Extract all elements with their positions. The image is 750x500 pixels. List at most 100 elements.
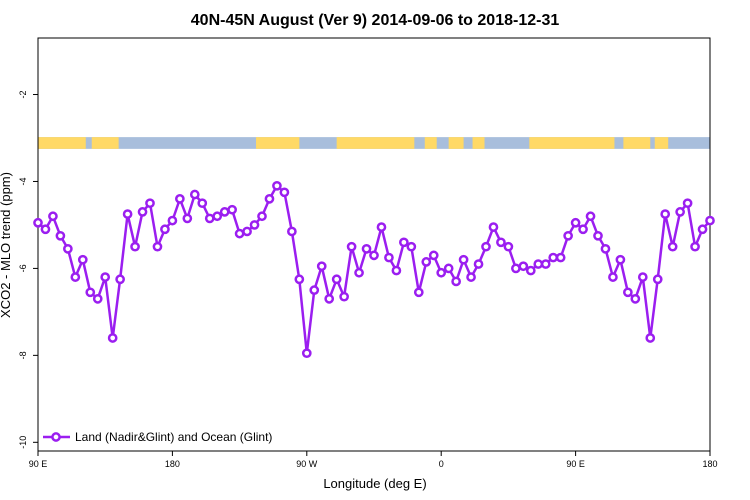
y-tick-label: -6 — [18, 264, 28, 272]
data-point — [77, 254, 88, 265]
data-point — [682, 198, 693, 209]
x-tick-label: 90 E — [566, 459, 585, 469]
data-point — [413, 287, 424, 298]
data-point — [107, 333, 118, 343]
data-point — [481, 241, 491, 252]
data-point — [384, 252, 394, 263]
data-point — [354, 267, 364, 278]
data-point — [376, 222, 387, 232]
data-point — [63, 243, 73, 254]
data-point — [406, 241, 417, 252]
x-tick-label: 0 — [439, 459, 444, 469]
data-point — [667, 241, 678, 252]
data-point — [137, 207, 148, 217]
data-point — [488, 222, 499, 232]
y-tick-label: -4 — [18, 177, 28, 185]
data-point — [257, 211, 267, 222]
data-point — [630, 293, 641, 304]
data-point — [525, 265, 536, 276]
data-point — [197, 198, 208, 209]
data-point — [234, 228, 245, 239]
data-point — [264, 194, 275, 204]
data-point — [316, 261, 327, 272]
data-point — [204, 213, 215, 224]
data-point — [705, 215, 715, 226]
data-point — [466, 272, 476, 282]
land-segment — [654, 137, 669, 149]
plot-frame — [37, 37, 711, 452]
data-point — [346, 241, 357, 252]
data-point — [600, 243, 611, 254]
land-segment — [38, 137, 86, 149]
data-point — [160, 224, 170, 235]
data-point — [540, 259, 551, 269]
data-point — [182, 213, 193, 224]
data-point — [227, 204, 237, 215]
data-point — [511, 263, 521, 274]
y-axis-label: XCO2 - MLO trend (ppm) — [0, 172, 13, 318]
data-point — [115, 274, 125, 285]
data-point — [391, 265, 402, 276]
data-point — [518, 261, 529, 272]
data-point — [100, 272, 111, 282]
data-point — [436, 267, 447, 278]
data-point — [167, 215, 178, 226]
data-point — [615, 254, 626, 265]
data-point — [33, 217, 43, 228]
data-point — [152, 241, 163, 252]
data-point — [548, 252, 559, 263]
data-point — [279, 187, 290, 198]
data-point — [503, 241, 514, 252]
y-tick-label: -8 — [18, 351, 28, 359]
land-segment — [472, 137, 485, 149]
x-tick-label: 90 W — [296, 459, 318, 469]
data-point — [212, 211, 223, 222]
series-layer — [33, 180, 715, 359]
data-point — [272, 180, 282, 191]
data-point — [189, 189, 200, 200]
data-point — [249, 220, 260, 230]
land-segment — [448, 137, 464, 149]
land-segment — [424, 137, 437, 149]
data-point — [92, 293, 103, 304]
data-point — [242, 226, 252, 237]
legend-marker — [51, 432, 61, 442]
data-point — [175, 194, 185, 204]
data-point — [443, 263, 454, 274]
data-point — [637, 272, 648, 282]
land-segment — [336, 137, 415, 149]
data-point — [399, 237, 409, 248]
data-point — [690, 241, 700, 252]
axes: 90 E 180 90 W 0 90 E 180 -10 -8 -6 -4 -2 — [18, 37, 718, 469]
data-point — [294, 274, 305, 285]
data-point — [301, 348, 312, 359]
data-point — [496, 237, 506, 248]
data-point — [145, 198, 155, 209]
land-segment — [529, 137, 615, 149]
data-point — [458, 254, 469, 265]
data-point — [473, 259, 484, 269]
legend: Land (Nadir&Glint) and Ocean (Glint) — [43, 430, 272, 444]
data-point — [85, 287, 96, 298]
x-tick-label: 180 — [702, 459, 717, 469]
x-tick-label: 180 — [165, 459, 180, 469]
data-point — [451, 276, 461, 287]
data-point — [660, 209, 671, 219]
data-point — [70, 272, 81, 282]
land-segment — [91, 137, 119, 149]
data-point — [623, 287, 633, 298]
legend-label: Land (Nadir&Glint) and Ocean (Glint) — [75, 430, 272, 444]
x-tick-label: 90 E — [29, 459, 48, 469]
land-segment — [256, 137, 300, 149]
data-point — [428, 250, 439, 261]
data-point — [570, 217, 581, 228]
land-segment — [623, 137, 651, 149]
data-point — [40, 224, 51, 235]
x-axis-label: Longitude (deg E) — [323, 476, 426, 491]
data-point — [652, 274, 663, 285]
data-point — [55, 230, 66, 241]
data-point — [563, 230, 573, 241]
data-point — [608, 272, 618, 282]
data-point — [339, 291, 349, 302]
